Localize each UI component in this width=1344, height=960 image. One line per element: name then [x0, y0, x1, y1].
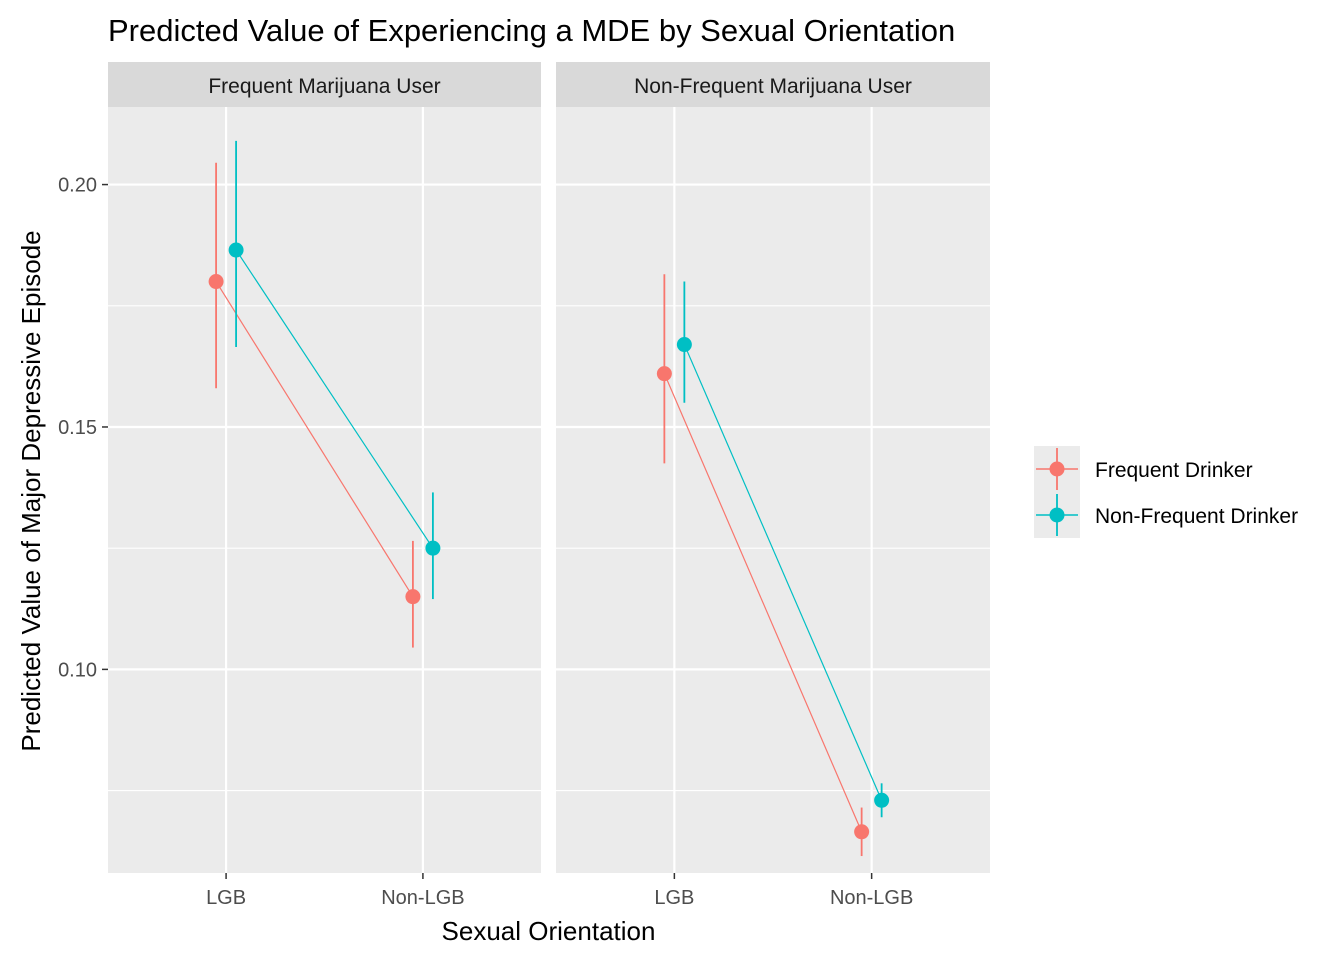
- data-point: [656, 366, 672, 382]
- legend-label: Non-Frequent Drinker: [1095, 505, 1298, 528]
- y-tick-label: 0.20: [58, 175, 97, 197]
- legend: Frequent Drinker Non-Frequent Drinker: [1034, 446, 1298, 538]
- legend-key-point: [1049, 507, 1065, 523]
- data-point: [676, 337, 692, 353]
- data-point: [854, 824, 870, 840]
- legend-key-point: [1049, 461, 1065, 477]
- x-axis-title: Sexual Orientation: [442, 916, 656, 946]
- x-tick-label: LGB: [654, 887, 694, 909]
- legend-item: Non-Frequent Drinker: [1034, 492, 1298, 538]
- series-line: [215, 281, 414, 597]
- y-axis-title: Predicted Value of Major Depressive Epis…: [16, 230, 46, 751]
- series-line: [235, 249, 434, 549]
- series-line: [663, 373, 863, 833]
- data-point: [228, 242, 244, 258]
- facet-panel: Frequent Marijuana User LGB Non-LGB: [108, 62, 541, 909]
- chart-title: Predicted Value of Experiencing a MDE by…: [108, 13, 955, 48]
- y-axis: 0.10 0.15 0.20: [58, 175, 108, 681]
- x-tick-label: Non-LGB: [830, 887, 913, 909]
- legend-label: Frequent Drinker: [1095, 459, 1253, 482]
- panel-background: [108, 107, 541, 873]
- y-tick-label: 0.10: [58, 659, 97, 681]
- data-point: [208, 274, 224, 290]
- data-point: [874, 792, 890, 808]
- series-line: [683, 344, 883, 801]
- facet-strip-label: Frequent Marijuana User: [208, 75, 440, 98]
- panel-background: [556, 107, 990, 873]
- data-point: [405, 589, 421, 605]
- data-point: [425, 540, 441, 556]
- y-tick-label: 0.15: [58, 417, 97, 439]
- facet-strip: [108, 62, 541, 107]
- legend-item: Frequent Drinker: [1034, 446, 1253, 492]
- x-tick-label: Non-LGB: [381, 887, 464, 909]
- facet-panel: Non-Frequent Marijuana User LGB Non-LGB: [556, 62, 990, 909]
- facet-strip-label: Non-Frequent Marijuana User: [634, 75, 912, 98]
- x-tick-label: LGB: [206, 887, 246, 909]
- facet-strip: [556, 62, 990, 107]
